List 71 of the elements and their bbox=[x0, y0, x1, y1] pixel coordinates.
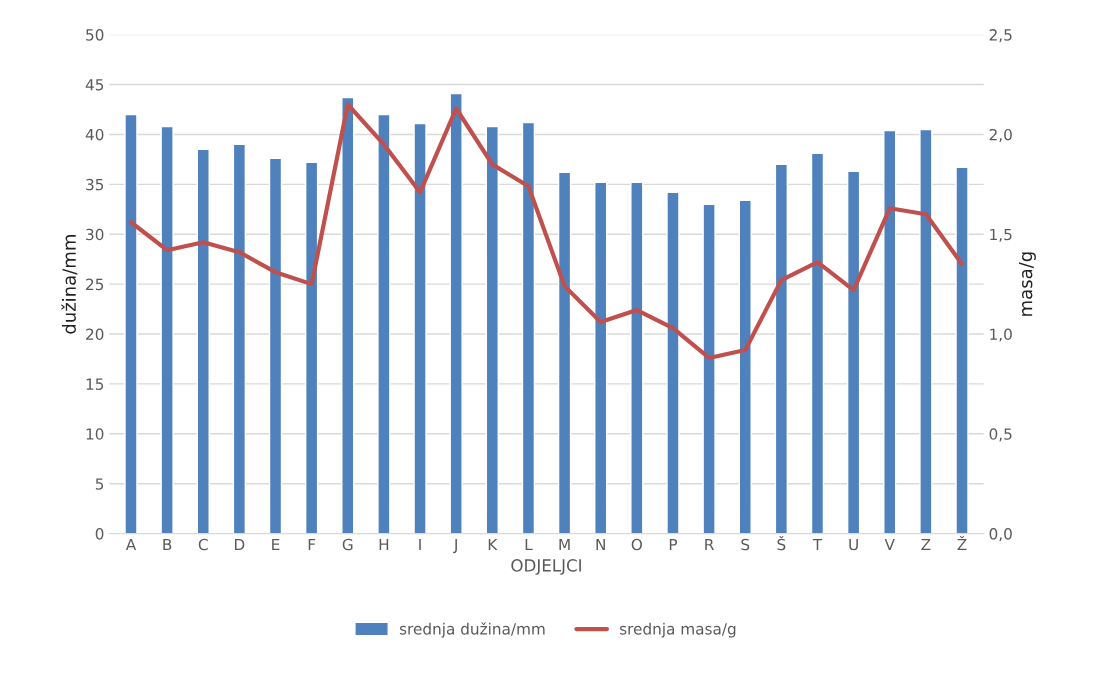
bar bbox=[557, 171, 572, 534]
y2-axis-title: masa/g bbox=[1018, 252, 1036, 316]
x-tick-label: Š bbox=[777, 535, 786, 551]
x-tick-label: C bbox=[198, 538, 208, 551]
x-tick-label: F bbox=[308, 538, 316, 551]
x-tick-label: K bbox=[488, 538, 498, 551]
x-tick-label: O bbox=[631, 538, 642, 551]
bar bbox=[160, 125, 174, 534]
bar bbox=[377, 113, 391, 534]
y2-tick-label: 2,5 bbox=[989, 29, 1012, 43]
bar bbox=[630, 181, 644, 534]
bar bbox=[774, 163, 789, 534]
y-tick-label: 5 bbox=[95, 478, 104, 490]
x-tick-label: P bbox=[669, 538, 678, 551]
y-tick-label: 25 bbox=[86, 278, 104, 291]
bar bbox=[449, 92, 463, 534]
bar bbox=[413, 122, 427, 534]
y-tick-label: 35 bbox=[86, 178, 104, 191]
x-tick-label: V bbox=[884, 538, 895, 551]
legend-label: srednja masa/g bbox=[619, 622, 736, 638]
bar bbox=[702, 203, 716, 534]
x-axis-title: ODJELJCI bbox=[511, 559, 581, 575]
bar bbox=[810, 152, 825, 534]
bar bbox=[232, 143, 247, 534]
x-tick-label: B bbox=[163, 538, 172, 551]
x-tick-label: S bbox=[741, 538, 750, 551]
bar bbox=[955, 166, 969, 534]
x-tick-label: U bbox=[849, 538, 858, 551]
bar bbox=[196, 148, 210, 534]
x-tick-label: N bbox=[596, 538, 605, 551]
y2-tick-label: 2,0 bbox=[989, 128, 1012, 143]
y-tick-label: 20 bbox=[86, 328, 104, 341]
y2-tick-label: 0,0 bbox=[989, 528, 1012, 542]
y2-tick-label: 1,0 bbox=[990, 328, 1012, 342]
y-axis-title: dužina/mm bbox=[61, 235, 78, 334]
bar bbox=[124, 113, 138, 534]
bar bbox=[919, 128, 933, 534]
bar bbox=[304, 161, 319, 534]
x-tick-label: T bbox=[812, 538, 823, 551]
bar bbox=[738, 199, 752, 534]
bar bbox=[594, 181, 608, 534]
x-tick-label: E bbox=[272, 538, 280, 551]
x-tick-label: M bbox=[559, 538, 570, 551]
legend-label: srednja dužina/mm bbox=[399, 622, 545, 638]
bar bbox=[846, 170, 861, 534]
x-tick-label: Ž bbox=[957, 535, 967, 551]
x-tick-label: I bbox=[419, 538, 421, 551]
x-tick-label: G bbox=[342, 538, 353, 551]
x-tick-label: R bbox=[705, 538, 714, 551]
bar bbox=[341, 96, 355, 534]
bar bbox=[666, 191, 680, 534]
x-tick-label: H bbox=[379, 538, 389, 551]
x-tick-label: Z bbox=[921, 538, 931, 551]
x-tick-label: L bbox=[525, 538, 533, 551]
y2-tick-label: 0,5 bbox=[989, 428, 1012, 442]
y-tick-label: 15 bbox=[86, 378, 104, 390]
y-tick-label: 40 bbox=[85, 128, 104, 141]
x-tick-label: J bbox=[453, 538, 457, 554]
bar bbox=[521, 121, 536, 534]
y-tick-label: 10 bbox=[86, 428, 104, 440]
bar bbox=[883, 129, 897, 534]
y-tick-label: 45 bbox=[85, 79, 104, 91]
y2-tick-label: 1,5 bbox=[990, 228, 1012, 242]
bar bbox=[485, 125, 499, 534]
bar bbox=[268, 157, 283, 534]
x-tick-label: A bbox=[125, 538, 137, 551]
y-tick-label: 0 bbox=[95, 528, 104, 540]
y-tick-label: 30 bbox=[86, 228, 104, 241]
y-tick-label: 50 bbox=[86, 29, 104, 41]
x-tick-label: D bbox=[234, 538, 245, 551]
line-series bbox=[128, 102, 965, 361]
